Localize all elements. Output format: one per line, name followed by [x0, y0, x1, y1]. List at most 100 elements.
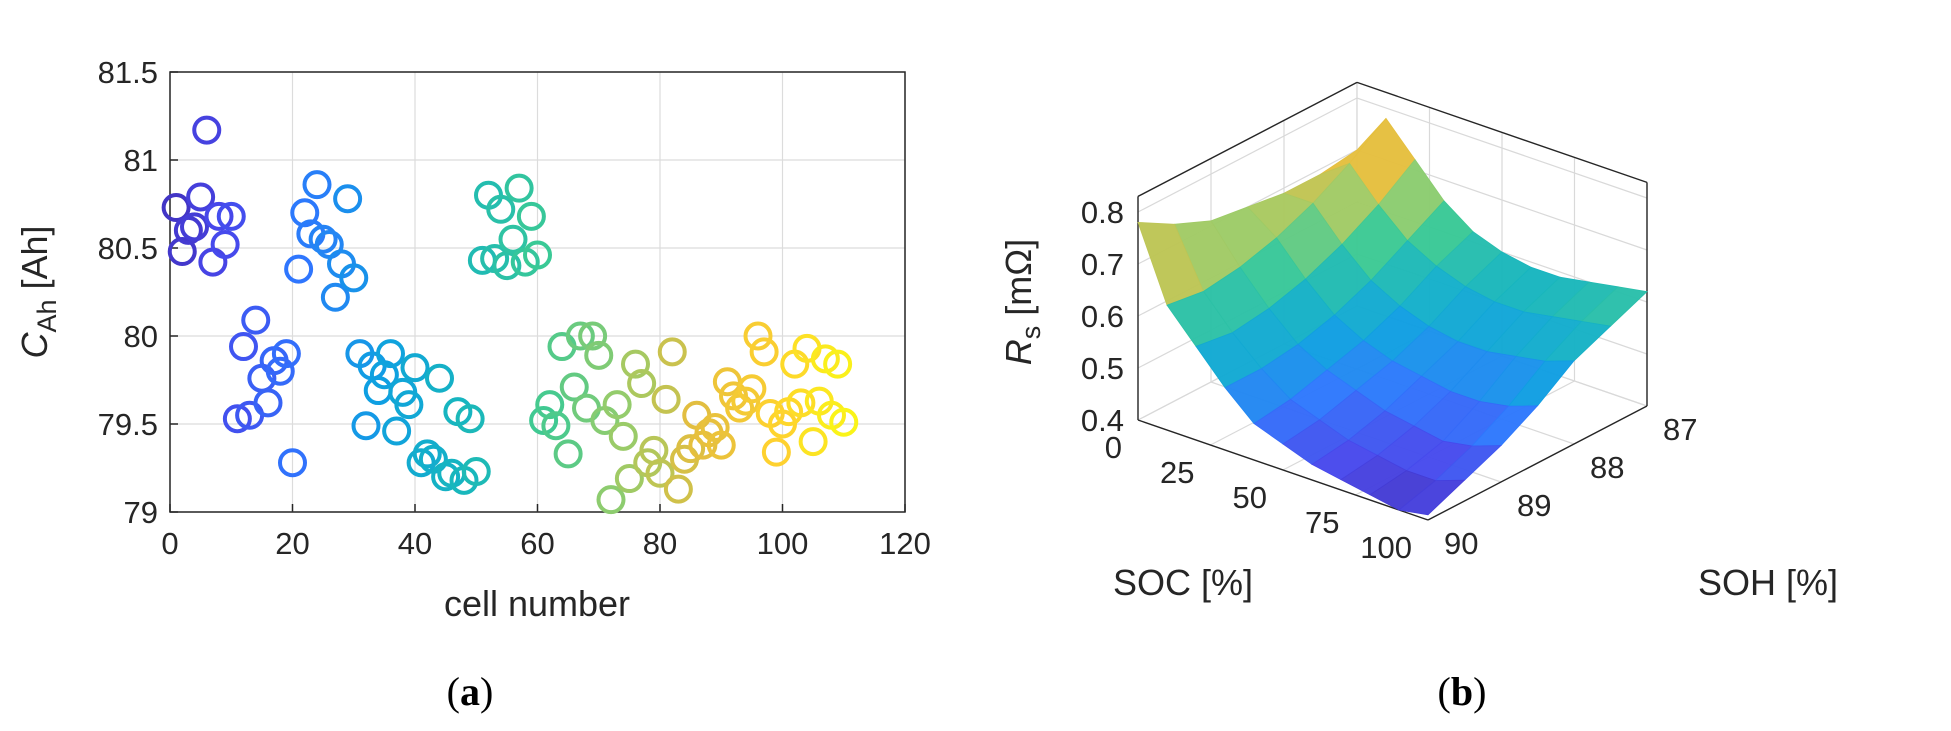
data-point [204, 201, 234, 231]
data-point [400, 353, 430, 383]
data-point [216, 201, 246, 231]
caption-a: (a) [447, 669, 494, 714]
data-point [278, 448, 307, 478]
x-tick-label: 0 [161, 526, 178, 561]
data-point [657, 337, 687, 367]
data-point [578, 321, 608, 351]
data-point [663, 474, 693, 504]
data-point [798, 427, 828, 457]
rs-tick-label: 0.5 [1081, 351, 1124, 386]
y-tick-label: 81.5 [98, 55, 158, 90]
data-point [161, 193, 191, 223]
data-point [614, 464, 644, 494]
y-tick-label: 79.5 [98, 407, 158, 442]
data-point [584, 340, 614, 370]
soh-tick-label: 88 [1590, 450, 1624, 485]
data-point [651, 384, 681, 414]
data-point [222, 404, 252, 434]
x-tick-label: 120 [879, 526, 931, 561]
data-point [320, 282, 350, 312]
z-label-subscript: s [1016, 326, 1046, 340]
surface-mesh [1137, 117, 1648, 516]
soc-tick-label: 100 [1360, 530, 1412, 565]
data-point [553, 439, 583, 469]
data-point [284, 254, 314, 284]
rs-tick-label: 0.6 [1081, 299, 1124, 334]
x-tick-label: 40 [398, 526, 432, 561]
data-point [700, 413, 730, 443]
surface-patch [1398, 479, 1466, 516]
data-point [412, 439, 442, 469]
data-point [743, 321, 773, 351]
scatter-x-tick-labels: 0 20 40 60 80 100 120 [161, 526, 930, 561]
rs-tick-label: 0.8 [1081, 195, 1124, 230]
data-point [706, 430, 736, 460]
x-tick-label: 80 [643, 526, 677, 561]
caption-b: (b) [1438, 669, 1487, 714]
caption-b-letter: b [1451, 669, 1473, 714]
caption-a-letter: a [460, 669, 480, 714]
data-point [786, 388, 816, 418]
data-point [382, 416, 412, 446]
scatter-x-axis-label: cell number [444, 583, 630, 624]
scatter-axes-box [169, 71, 906, 513]
data-point [192, 115, 222, 145]
data-point [425, 363, 454, 393]
data-point [241, 305, 271, 335]
data-point [486, 194, 516, 224]
box-edge [1427, 405, 1648, 521]
y-tick-label: 80.5 [98, 231, 158, 266]
data-point [676, 434, 706, 464]
data-point [302, 170, 332, 200]
y-tick-label: 80 [124, 319, 158, 354]
x-tick-label: 60 [520, 526, 554, 561]
scatter-y-axis-label: CAh [Ah] [14, 225, 62, 358]
scatter-y-tick-labels: 79 79.5 80 80.5 81 81.5 [98, 55, 158, 530]
box-edge [1356, 81, 1648, 184]
data-point [461, 457, 491, 487]
x-tick-label: 20 [275, 526, 309, 561]
y-label-symbol: C [14, 332, 55, 359]
data-point [749, 337, 779, 367]
data-point [504, 173, 534, 203]
surface-tick-labels: 0 25 50 75 100 87 88 89 90 0.4 0.5 0.6 0.7 0.8 [1081, 195, 1698, 565]
data-point [498, 224, 528, 254]
data-point [265, 356, 295, 386]
x-tick-label: 100 [757, 526, 809, 561]
soc-tick-label: 50 [1233, 480, 1267, 515]
data-point [492, 251, 522, 281]
scatter-points [161, 115, 859, 515]
rs-axis-label: Rs [mΩ] [998, 239, 1046, 365]
y-tick-label: 81 [124, 143, 158, 178]
box-edge [1137, 81, 1358, 198]
data-point [308, 224, 338, 254]
data-point [210, 229, 240, 259]
surface-panel: 0 25 50 75 100 87 88 89 90 0.4 0.5 0.6 0.7 0.8 SOC [%… [998, 81, 1838, 603]
data-point [455, 404, 485, 434]
y-tick-label: 79 [124, 495, 158, 530]
rs-tick-label: 0.7 [1081, 247, 1124, 282]
data-point [339, 263, 369, 293]
data-point [394, 390, 424, 420]
data-point [229, 332, 258, 362]
data-point [559, 372, 589, 402]
data-point [823, 349, 853, 379]
soh-tick-label: 90 [1444, 526, 1478, 561]
data-point [645, 458, 675, 488]
soc-tick-label: 75 [1305, 505, 1339, 540]
z-label-symbol: R [998, 339, 1039, 365]
y-label-unit: [Ah] [14, 225, 55, 289]
y-label-subscript: Ah [32, 300, 62, 333]
scatter-panel: 0 20 40 60 80 100 120 79 79.5 80 80.5 81 81.5 cell … [14, 55, 931, 624]
soh-axis-label: SOH [%] [1698, 562, 1838, 603]
data-point [333, 184, 363, 214]
data-point [608, 421, 638, 451]
data-point [351, 411, 381, 441]
soc-axis-label: SOC [%] [1113, 562, 1253, 603]
data-point [602, 390, 632, 420]
data-point [621, 349, 650, 379]
rs-tick-label: 0.4 [1081, 403, 1124, 438]
soh-tick-label: 87 [1663, 412, 1697, 447]
data-point [627, 369, 657, 399]
